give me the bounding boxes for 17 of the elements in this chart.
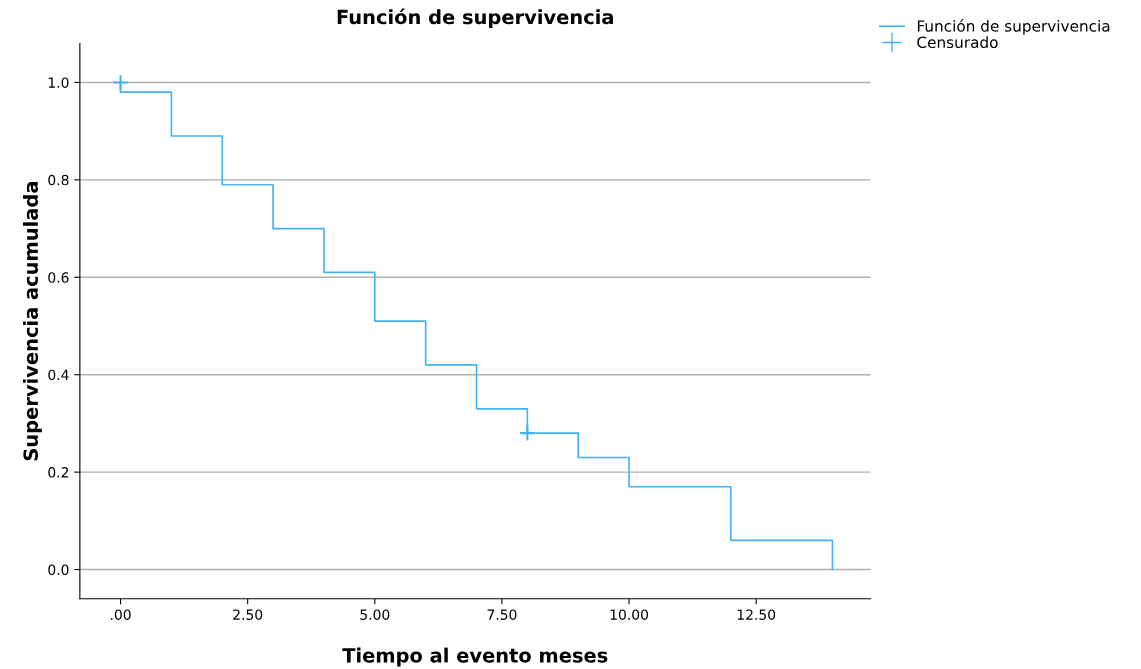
x-tick-label: 12.50 <box>737 609 776 620</box>
legend-label: Censurado <box>917 36 998 49</box>
y-tick-label: 0.8 <box>48 174 69 186</box>
x-tick-label: 5.00 <box>360 609 390 620</box>
chart-title: Función de supervivencia <box>337 8 613 29</box>
x-axis-title: Tiempo al evento meses <box>342 647 608 667</box>
x-tick-label: .00 <box>110 609 131 620</box>
x-tick-label: 7.50 <box>487 609 517 620</box>
y-tick-label: 0.2 <box>48 467 69 478</box>
y-tick-label: 0.0 <box>48 564 69 575</box>
x-tick-label: 2.50 <box>233 609 263 620</box>
y-tick-label: 1.0 <box>48 77 69 88</box>
legend-label: Función de supervivencia <box>917 19 1110 35</box>
y-tick-label: 0.6 <box>48 272 69 283</box>
y-axis-title: Supervivencia acumulada <box>22 182 42 461</box>
y-tick-label: 0.4 <box>48 369 69 381</box>
x-tick-label: 10.00 <box>610 609 649 620</box>
